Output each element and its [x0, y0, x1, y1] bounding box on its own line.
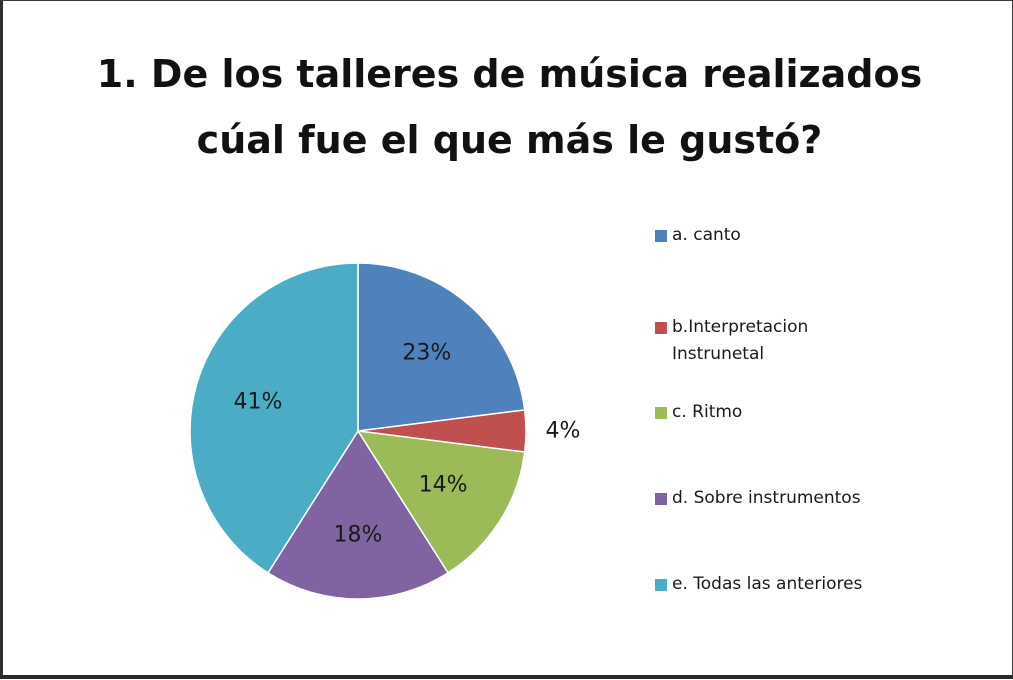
pie-data-label-e-todas-las-anteriores: 41%	[234, 389, 283, 414]
legend-swatch	[655, 579, 667, 591]
chart-title: 1. De los talleres de música realizados …	[3, 41, 1013, 173]
legend-label: a. canto	[672, 225, 741, 245]
legend-item-d-sobre-instrumentos: d. Sobre instrumentos	[655, 485, 861, 512]
pie-slice-d-sobre-instrumentos	[266, 429, 450, 600]
legend-label: b.Interpretacion Instrunetal	[672, 317, 809, 364]
pie-chart: 23% 4% 14% 18% 41%	[189, 262, 581, 600]
pie-data-label-d-sobre-instrumentos: 18%	[334, 523, 383, 548]
legend-swatch	[655, 493, 667, 505]
legend-item-b-interpretacion-instrunetal: b.Interpretacion Instrunetal	[655, 314, 808, 368]
pie-data-label-b-interpretacion-instrunetal: 4%	[546, 419, 581, 444]
legend-item-e-todas-las-anteriores: e. Todas las anteriores	[655, 571, 862, 598]
legend-item-a-canto: a. canto	[655, 222, 741, 249]
legend-label: e. Todas las anteriores	[672, 574, 863, 594]
pie-data-label-c-ritmo: 14%	[419, 473, 468, 498]
pie-data-label-a-canto: 23%	[402, 340, 451, 365]
pie-slice-c-ritmo	[356, 430, 526, 574]
pie-slice-a-canto	[357, 262, 526, 432]
legend-swatch	[655, 322, 667, 334]
legend-item-c-ritmo: c. Ritmo	[655, 399, 742, 426]
chart-title-line-2: cúal fue el que más le gustó?	[196, 118, 823, 162]
chart-title-line-1: 1. De los talleres de música realizados	[96, 52, 923, 96]
legend-swatch	[655, 230, 667, 242]
legend-label: d. Sobre instrumentos	[672, 488, 861, 508]
legend-label: c. Ritmo	[672, 402, 743, 422]
pie-slice-e-todas-las-anteriores	[189, 262, 359, 574]
legend-swatch	[655, 407, 667, 419]
